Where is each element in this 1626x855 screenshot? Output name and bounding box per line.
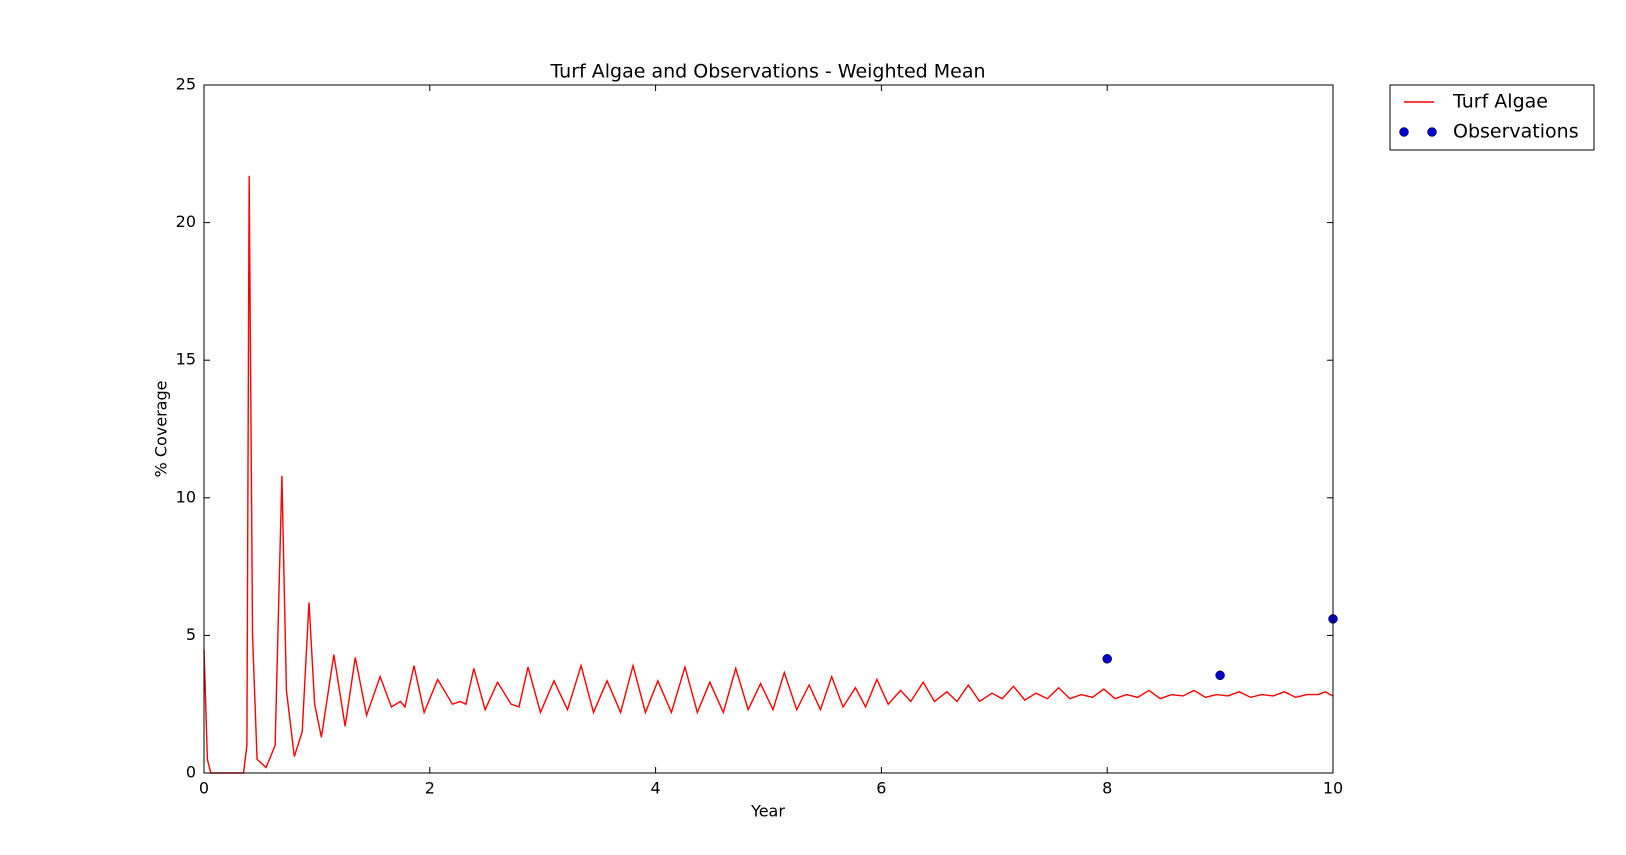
x-tick-label: 2	[425, 779, 435, 798]
x-tick-label: 0	[199, 779, 209, 798]
y-tick-label: 15	[176, 350, 196, 369]
data-point	[1102, 654, 1112, 664]
data-line	[203, 175, 1334, 774]
chart-title: Turf Algae and Observations - Weighted M…	[549, 61, 985, 83]
plot-frame	[203, 84, 1334, 774]
y-axis-label: % Coverage	[152, 381, 171, 478]
y-tick-label: 0	[186, 763, 196, 782]
x-tick-label: 8	[1102, 779, 1112, 798]
data-point	[1215, 670, 1225, 681]
legend-symbol	[1399, 127, 1409, 137]
legend-box	[1389, 84, 1595, 151]
x-tick-label: 4	[651, 779, 661, 798]
y-tick-label: 25	[176, 75, 196, 94]
x-axis-label: Year	[750, 802, 785, 821]
y-tick-label: 20	[176, 212, 196, 231]
x-tick-label: 6	[876, 779, 886, 798]
y-tick-label: 10	[176, 487, 196, 506]
y-tick-label: 5	[186, 625, 196, 644]
legend: Turf Algae Observations	[1389, 84, 1595, 151]
legend-label: Turf Algae	[1452, 91, 1548, 113]
legend-symbol	[1427, 127, 1437, 137]
plot-area: 0 2 4 6 8 10 0 5 10 15 20 25	[176, 75, 1344, 798]
legend-label: Observations	[1453, 121, 1579, 143]
x-tick-label: 10	[1323, 779, 1343, 798]
